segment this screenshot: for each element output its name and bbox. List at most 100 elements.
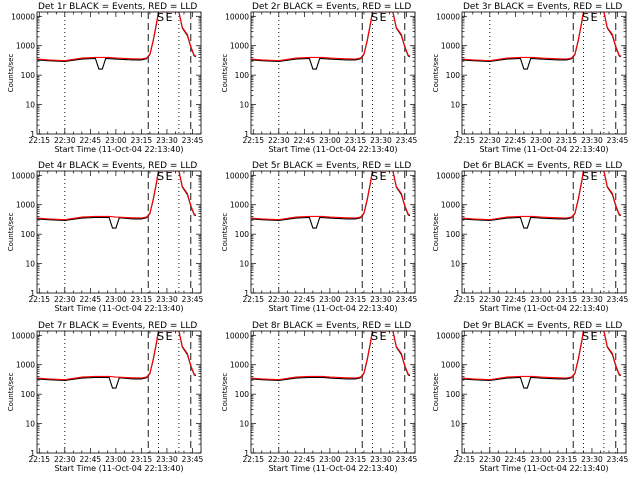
annotation-label: S (157, 11, 164, 24)
x-axis-label: Start Time (11-Oct-04 22:13:40) (54, 145, 183, 154)
annotation-label: E (591, 330, 598, 343)
panel-title: Det 8r BLACK = Events, RED = LLD (252, 321, 411, 331)
plot-frame (250, 330, 416, 454)
x-axis-label: Start Time (11-Oct-04 22:13:40) (268, 304, 397, 313)
annotation-label: E (591, 170, 598, 183)
y-tick-label: 10 (239, 420, 249, 429)
x-tick-label: 22:45 (80, 455, 102, 464)
x-tick-label: 22:45 (294, 455, 316, 464)
x-tick-label: 23:00 (319, 455, 341, 464)
annotation-label: E (380, 170, 387, 183)
annotation-label: S (371, 11, 378, 24)
x-tick-label: 23:00 (530, 136, 552, 145)
x-tick-label: 23:30 (581, 295, 603, 304)
y-tick-label: 1 (244, 130, 249, 139)
x-tick-label: 22:45 (294, 295, 316, 304)
y-tick-label: 1000 (230, 361, 249, 370)
y-tick-label: 10000 (225, 331, 249, 340)
annotation-label: S (582, 170, 589, 183)
y-axis-label: Counts/sec (432, 213, 440, 252)
y-tick-label: 10000 (436, 331, 460, 340)
x-tick-label: 23:15 (131, 455, 153, 464)
x-tick-label: 23:45 (607, 136, 629, 145)
annotation-label: E (380, 11, 387, 24)
annotation-label: E (380, 330, 387, 343)
y-tick-label: 1 (244, 289, 249, 298)
y-axis-label: Counts/sec (221, 373, 229, 412)
y-tick-label: 10000 (11, 12, 35, 21)
y-tick-label: 10 (25, 420, 35, 429)
lld-rate-line (462, 331, 622, 381)
lld-rate-line (37, 171, 197, 221)
x-tick-label: 22:15 (453, 295, 475, 304)
x-tick-label: 23:45 (396, 295, 418, 304)
x-tick-label: 22:30 (268, 136, 290, 145)
y-axis-label: Counts/sec (7, 54, 15, 93)
y-tick-label: 10 (450, 101, 460, 110)
lld-rate-line (251, 331, 411, 381)
plot-frame (250, 170, 416, 294)
x-tick-label: 23:15 (131, 295, 153, 304)
plot-frame (461, 330, 627, 454)
y-tick-label: 100 (21, 71, 36, 80)
x-tick-label: 22:45 (505, 455, 527, 464)
y-tick-label: 1000 (16, 361, 35, 370)
x-tick-label: 23:45 (607, 295, 629, 304)
panel-title: Det 2r BLACK = Events, RED = LLD (252, 2, 411, 12)
y-tick-label: 100 (446, 390, 461, 399)
annotation-label: S (582, 330, 589, 343)
annotation-label: E (591, 11, 598, 24)
y-tick-label: 1 (244, 449, 249, 458)
x-axis-label: Start Time (11-Oct-04 22:13:40) (54, 464, 183, 473)
y-tick-label: 10000 (11, 171, 35, 180)
y-tick-label: 1000 (441, 361, 460, 370)
x-tick-label: 22:45 (80, 295, 102, 304)
y-tick-label: 1 (30, 289, 35, 298)
x-tick-label: 23:00 (530, 455, 552, 464)
y-axis-label: Counts/sec (221, 213, 229, 252)
x-tick-label: 22:30 (479, 455, 501, 464)
y-tick-label: 10 (25, 101, 35, 110)
x-axis-label: Start Time (11-Oct-04 22:13:40) (268, 145, 397, 154)
x-tick-label: 23:30 (370, 136, 392, 145)
lld-rate-line (462, 12, 622, 62)
x-tick-label: 22:45 (505, 136, 527, 145)
x-tick-label: 23:15 (556, 295, 578, 304)
x-tick-label: 22:15 (28, 136, 50, 145)
x-axis-label: Start Time (11-Oct-04 22:13:40) (479, 464, 608, 473)
x-tick-label: 22:30 (268, 455, 290, 464)
x-tick-label: 22:30 (54, 295, 76, 304)
x-tick-label: 22:45 (294, 136, 316, 145)
panel-title: Det 7r BLACK = Events, RED = LLD (38, 321, 197, 331)
annotation-label: S (157, 330, 164, 343)
x-tick-label: 23:15 (345, 136, 367, 145)
y-tick-label: 1 (455, 449, 460, 458)
x-tick-label: 23:45 (396, 136, 418, 145)
panel-title: Det 1r BLACK = Events, RED = LLD (38, 2, 197, 12)
x-tick-label: 23:00 (319, 295, 341, 304)
plot-frame (36, 330, 202, 454)
y-tick-label: 10 (239, 260, 249, 269)
y-tick-label: 1000 (230, 201, 249, 210)
x-tick-label: 22:30 (479, 295, 501, 304)
plot-frame (461, 11, 627, 135)
y-tick-label: 1000 (441, 42, 460, 51)
annotation-label: E (166, 170, 173, 183)
lld-rate-line (462, 171, 622, 221)
x-tick-label: 23:30 (156, 455, 178, 464)
y-tick-label: 10000 (225, 12, 249, 21)
x-tick-label: 23:15 (556, 455, 578, 464)
plot-frame (36, 11, 202, 135)
x-tick-label: 23:45 (182, 455, 204, 464)
y-tick-label: 100 (446, 71, 461, 80)
y-tick-label: 10 (239, 101, 249, 110)
y-tick-label: 10000 (436, 171, 460, 180)
x-tick-label: 23:00 (105, 455, 127, 464)
plot-frame (250, 11, 416, 135)
x-tick-label: 22:15 (28, 295, 50, 304)
plot-frame (461, 170, 627, 294)
